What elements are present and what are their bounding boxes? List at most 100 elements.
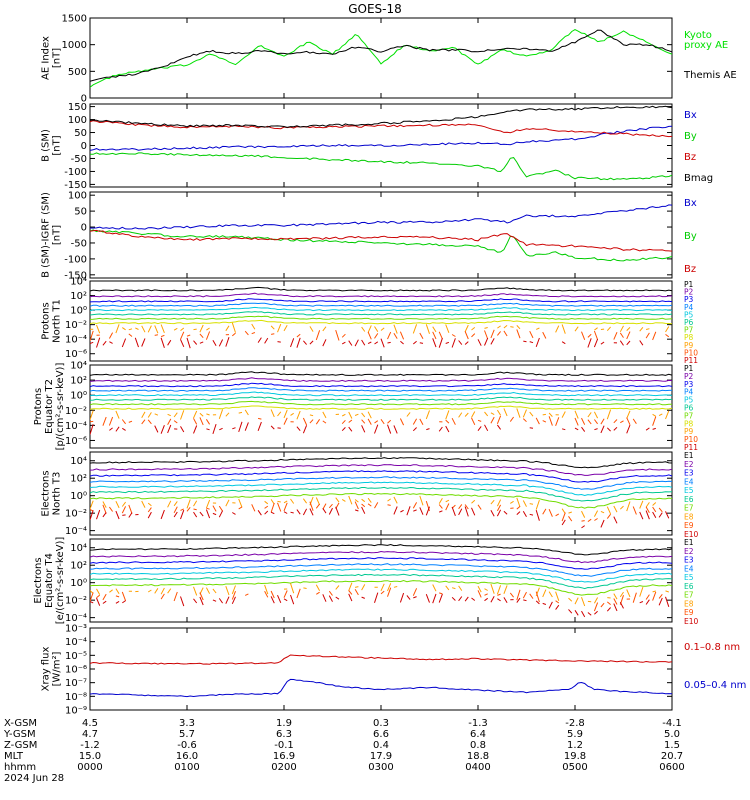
legend-entry: E8 — [684, 512, 694, 521]
y-tick-label: 50 — [74, 128, 87, 139]
x-axis-value: 5.9 — [567, 729, 583, 740]
legend-entry: Kyoto — [684, 30, 712, 41]
x-axis-value: 18.8 — [467, 751, 489, 762]
panel-bsm: 150 100 50 0 -50 -100 -150 B (SM) [nT] Bx By Bz Bmag — [41, 102, 714, 191]
series-group — [90, 457, 672, 529]
y-axis-label: North T3 — [52, 472, 63, 516]
y-tick-label: 10⁴ — [70, 361, 87, 372]
series-line-bz — [90, 120, 672, 138]
y-tick-label: 0 — [81, 141, 87, 152]
legend-entry: E10 — [684, 617, 699, 626]
series-line-e1 — [90, 543, 672, 556]
series-line-themis-ae — [90, 29, 672, 82]
y-tick-label: -50 — [71, 238, 87, 249]
legend-entry: P3 — [684, 380, 694, 389]
legend-entry: proxy AE — [684, 40, 728, 51]
y-tick-label: 10⁻² — [65, 596, 87, 607]
y-axis-label: [p/(cm²-s-sr-keV)] — [55, 363, 66, 451]
x-axis-value: -1.3 — [468, 718, 488, 729]
y-tick-label: -50 — [71, 154, 87, 165]
x-axis-value: 0200 — [271, 762, 296, 773]
series-group — [90, 654, 672, 698]
y-axis-label: [nT] — [52, 135, 63, 155]
y-axis-label: Protons — [41, 302, 52, 339]
series-line-e4 — [90, 476, 672, 490]
series-line-kyoto-proxy-ae — [90, 29, 672, 88]
series-line-p4 — [90, 302, 672, 307]
legend-entry: P6 — [684, 404, 694, 413]
legend-entry: P11 — [684, 443, 698, 452]
series-line-e10 — [90, 592, 670, 618]
legend-entry: Bx — [684, 198, 697, 209]
plot-frame — [89, 364, 673, 449]
series-line-e9 — [90, 500, 663, 523]
series-group — [90, 286, 672, 349]
y-axis-label: B (SM)-IGRF (SM) — [41, 192, 52, 278]
x-axis-value: 0.4 — [373, 740, 389, 751]
x-axis-row-label: X-GSM — [4, 718, 37, 729]
y-axis-label: North T1 — [52, 299, 63, 343]
x-axis-value: 1.5 — [664, 740, 680, 751]
legend-entry: E4 — [684, 477, 694, 486]
legend-entry: 0.1–0.8 nm — [684, 642, 740, 653]
legend-entry: P3 — [684, 295, 694, 304]
series-line-p6 — [90, 311, 672, 316]
x-axis-value: 1.9 — [276, 718, 292, 729]
legend-entry: P11 — [684, 356, 698, 365]
y-tick-label: 0 — [81, 223, 87, 234]
series-line-e8 — [90, 495, 657, 518]
y-tick-label: 10⁻² — [65, 320, 87, 331]
series-line-bz — [90, 229, 672, 252]
x-axis-row-label: MLT — [4, 751, 24, 762]
x-axis-value: 6.3 — [276, 729, 292, 740]
x-axis-value: 4.5 — [82, 718, 98, 729]
x-axis-value: 17.9 — [370, 751, 392, 762]
series-line-e6 — [90, 486, 672, 502]
series-line-p11 — [90, 337, 644, 349]
x-axis-value: 4.7 — [82, 729, 98, 740]
legend-entry: P2 — [684, 288, 694, 297]
legend-entry: E5 — [684, 573, 694, 582]
y-tick-label: 10⁻⁴ — [65, 335, 87, 346]
y-tick-label: 100 — [68, 115, 87, 126]
y-tick-label: 10² — [70, 291, 87, 302]
panel-bigrf: 100 50 0 -50 -100 -150 B (SM)-IGRF (SM) [nT] Bx B… — [41, 191, 697, 282]
series-line-e5 — [90, 568, 672, 583]
legend-entry: E3 — [684, 469, 694, 478]
legend-entry: Bx — [684, 110, 697, 121]
x-axis-value: 0400 — [465, 762, 490, 773]
y-axis-label: Protons — [33, 388, 44, 425]
legend-entry: P1 — [684, 280, 694, 289]
legend-entry: Themis AE — [683, 70, 737, 81]
x-axis-value: 16.9 — [273, 751, 295, 762]
y-axis-label: AE Index — [41, 36, 52, 80]
series-line-p11 — [90, 421, 656, 435]
y-tick-label: 10⁻⁴ — [65, 526, 87, 537]
y-tick-label: 10⁻⁴ — [65, 637, 87, 648]
y-tick-label: 10⁻⁴ — [65, 613, 87, 624]
x-axis-value: 0600 — [659, 762, 684, 773]
y-tick-label: 10² — [70, 474, 87, 485]
y-axis-label: [nT] — [52, 48, 63, 68]
y-axis-label: [W/m²] — [52, 651, 63, 686]
x-axis-row-label: Y-GSM — [3, 729, 36, 740]
panel-e3: 10⁴ 10² 10⁰ 10⁻² 10⁻⁴ Electrons North T3 E1E2E3… — [41, 451, 699, 539]
y-tick-label: 50 — [74, 207, 87, 218]
x-axis-value: 6.6 — [373, 729, 389, 740]
y-axis-label: Electrons — [33, 557, 44, 603]
series-line-e7 — [90, 492, 672, 509]
series-line-bx — [90, 125, 672, 151]
legend-entry: E1 — [684, 451, 694, 460]
series-line-p3 — [90, 298, 672, 303]
legend-entry: E6 — [684, 582, 694, 591]
series-line-p10 — [90, 329, 670, 342]
y-axis-label: [e/(cm²-s-sr-keV)] — [55, 537, 66, 625]
series-line-p2 — [90, 377, 672, 382]
plot-frame — [89, 17, 673, 99]
x-axis-value: 5.0 — [664, 729, 680, 740]
series-line-by — [90, 152, 672, 181]
y-tick-label: 10⁰ — [70, 578, 87, 589]
legend-entry: E9 — [684, 608, 694, 617]
y-tick-label: 10⁻⁸ — [65, 692, 87, 703]
legend-entry: Bz — [684, 264, 696, 275]
